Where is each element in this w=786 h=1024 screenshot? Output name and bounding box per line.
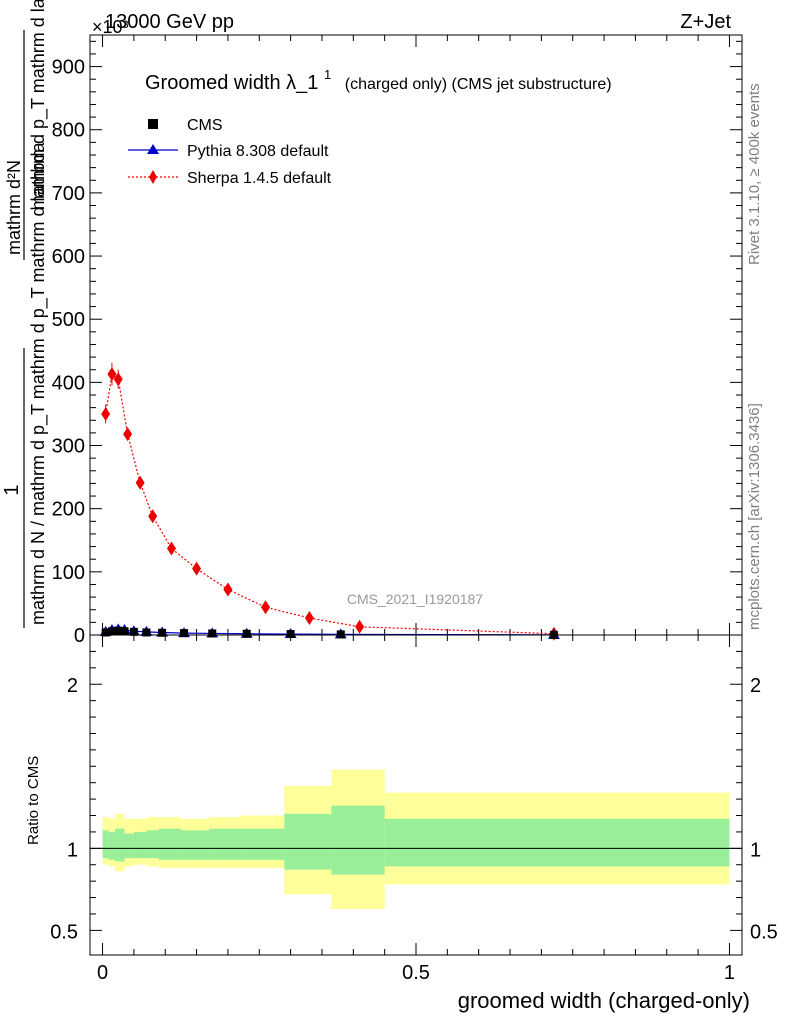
title-main: Groomed width λ_1 bbox=[145, 72, 318, 94]
sherpa-point bbox=[135, 475, 145, 490]
ylabel-numerator: 1 bbox=[1, 484, 23, 495]
legend-sherpa-label: Sherpa 1.4.5 default bbox=[187, 170, 332, 187]
ratio-x-tick-label: 0 bbox=[97, 962, 108, 984]
legend-pythia-marker bbox=[147, 144, 159, 154]
ratio-y-tick-label-right: 2 bbox=[750, 675, 761, 697]
cms-point bbox=[208, 629, 217, 638]
cms-point bbox=[242, 629, 251, 638]
ratio-band-inner bbox=[240, 828, 285, 860]
title-sup: 1 bbox=[324, 67, 331, 82]
upper-panel: 0 100 200 300 400 500 600 700 800 900 ×10³ 13000 … bbox=[1, 0, 743, 647]
y-tick-label: 100 bbox=[52, 562, 85, 584]
legend-cms-marker bbox=[148, 119, 158, 129]
legend-sherpa-marker bbox=[149, 170, 157, 184]
mcplots-label: mcplots.cern.ch [arXiv:1306.3436] bbox=[746, 403, 763, 630]
y-tick-label: 0 bbox=[74, 625, 85, 647]
y-tick-label: 700 bbox=[52, 183, 85, 205]
ratio-bands bbox=[102, 769, 730, 910]
legend: CMS Pythia 8.308 default Sherpa 1.4.5 de… bbox=[128, 117, 332, 187]
cms-point bbox=[158, 628, 167, 637]
ratio-band-inner bbox=[331, 805, 385, 875]
sherpa-point bbox=[123, 427, 133, 442]
y-tick-label: 200 bbox=[52, 499, 85, 521]
ratio-band-inner bbox=[115, 828, 125, 862]
sherpa-point bbox=[167, 541, 176, 556]
cms-point bbox=[286, 630, 295, 639]
ratio-x-axis: 0 0.5 1 bbox=[97, 635, 735, 984]
cms-point bbox=[107, 627, 116, 636]
ratio-y-tick-label-right: 0.5 bbox=[750, 921, 778, 943]
y-tick-label: 600 bbox=[52, 246, 85, 268]
sherpa-point bbox=[148, 509, 158, 524]
ylabel-denominator: mathrm d N / mathrm d p_T mathrm d p_T m… bbox=[28, 142, 49, 625]
ratio-y-label: Ratio to CMS bbox=[25, 756, 42, 845]
cms-point bbox=[114, 626, 123, 635]
process-label: Z+Jet bbox=[680, 11, 731, 33]
upper-y-label: 1 mathrm d N / mathrm d p_T mathrm d p_T… bbox=[1, 0, 49, 628]
ylabel-top: mathrm d p_T mathrm d lambda bbox=[28, 0, 49, 210]
ratio-band-inner bbox=[124, 833, 134, 859]
ratio-band-inner bbox=[108, 831, 116, 860]
plot-title: Groomed width λ_1 1 (charged only) (CMS … bbox=[145, 62, 612, 94]
cms-point bbox=[129, 627, 138, 636]
sherpa-point bbox=[261, 600, 271, 615]
upper-x-ticks bbox=[102, 35, 730, 635]
ratio-band-inner bbox=[102, 830, 109, 859]
legend-pythia-label: Pythia 8.308 default bbox=[187, 143, 329, 160]
ratio-y-tick-label-right: 1 bbox=[750, 839, 761, 861]
cms-point bbox=[336, 630, 345, 639]
ratio-band-inner bbox=[284, 813, 332, 870]
cms-point bbox=[180, 629, 189, 638]
sherpa-point bbox=[304, 610, 314, 625]
ratio-x-tick-label: 1 bbox=[724, 962, 735, 984]
sherpa-point bbox=[192, 561, 202, 576]
sherpa-point bbox=[223, 582, 233, 597]
ratio-y-tick-label: 1 bbox=[67, 839, 78, 861]
y-tick-label: 800 bbox=[52, 120, 85, 142]
analysis-label: CMS_2021_I1920187 bbox=[347, 591, 483, 607]
cms-point bbox=[120, 627, 129, 636]
sherpa-point bbox=[101, 406, 111, 421]
ratio-x-tick-label: 0.5 bbox=[402, 962, 430, 984]
ratio-band-inner bbox=[209, 828, 241, 860]
ylabel-d2n: mathrm d²N bbox=[4, 160, 24, 255]
energy-label: 13000 GeV pp bbox=[105, 11, 234, 33]
title-suffix: (charged only) (CMS jet substructure) bbox=[345, 76, 612, 93]
sherpa-series bbox=[101, 362, 559, 641]
ratio-band-inner bbox=[146, 830, 159, 859]
ratio-band-inner bbox=[133, 831, 147, 859]
sherpa-point bbox=[113, 372, 123, 387]
ratio-y-tick-label: 0.5 bbox=[50, 921, 78, 943]
ratio-panel: 0.5 0.51 12 2 0 0.5 1 Ratio to CMS groomed wi… bbox=[25, 634, 778, 1013]
ratio-band-inner bbox=[158, 828, 181, 860]
upper-y-axis: 0 100 200 300 400 500 600 700 800 900 bbox=[52, 40, 742, 647]
legend-cms-label: CMS bbox=[187, 117, 223, 134]
ratio-band-inner bbox=[180, 830, 210, 860]
x-axis-label: groomed width (charged-only) bbox=[458, 988, 750, 1013]
y-tick-label: 400 bbox=[52, 372, 85, 394]
cms-point bbox=[142, 628, 151, 637]
y-tick-label: 300 bbox=[52, 436, 85, 458]
exponent-label: ×10³ bbox=[92, 17, 129, 37]
ratio-y-axis: 0.5 0.5 1 1 2 2 bbox=[50, 650, 778, 943]
cms-point bbox=[101, 628, 110, 637]
rivet-label: Rivet 3.1.10, ≥ 400k events bbox=[746, 83, 763, 265]
ratio-band-inner bbox=[384, 818, 730, 867]
pythia-series bbox=[99, 623, 560, 639]
sherpa-line bbox=[105, 373, 554, 635]
y-tick-label: 500 bbox=[52, 309, 85, 331]
sherpa-point bbox=[107, 367, 117, 382]
ratio-y-tick-label: 2 bbox=[67, 675, 78, 697]
y-tick-label: 900 bbox=[52, 57, 85, 79]
pythia-line bbox=[105, 628, 554, 636]
sherpa-point bbox=[355, 619, 365, 634]
